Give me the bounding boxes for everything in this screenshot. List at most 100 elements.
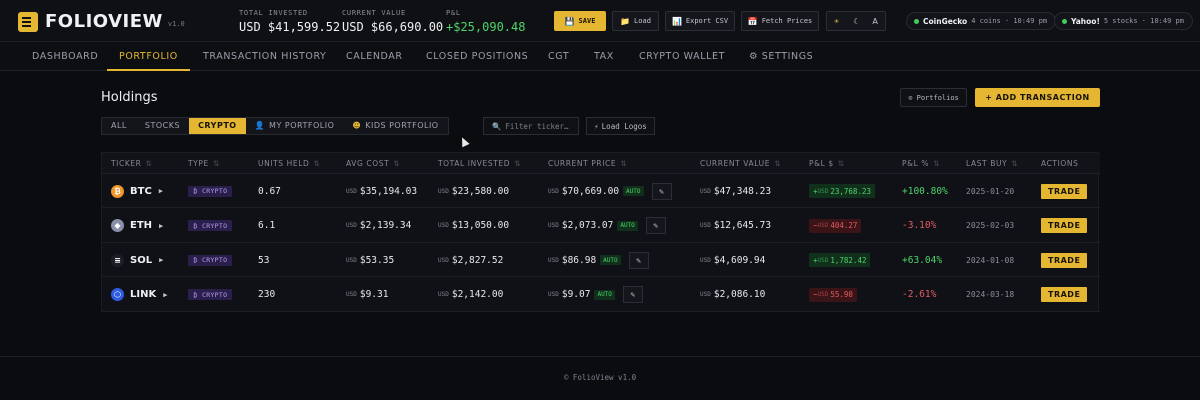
current-value: $2,086.10: [713, 289, 766, 300]
fetch-prices-button[interactable]: 📅 Fetch Prices: [741, 11, 819, 31]
load-logos-button[interactable]: ⚡ Load Logos: [586, 117, 655, 135]
ethereum-icon: ◆: [111, 219, 124, 232]
add-transaction-button[interactable]: + ADD TRANSACTION: [975, 88, 1100, 107]
units-held: 0.67: [258, 185, 281, 197]
export-csv-button[interactable]: 📊 Export CSV: [665, 11, 735, 31]
edit-price-button[interactable]: ✎: [622, 286, 643, 303]
column-header[interactable]: P&L % ⇅: [902, 159, 940, 168]
app-name: FOLIOVIEW: [45, 11, 163, 32]
folder-icon: 📁: [620, 16, 631, 26]
type-badge: ₿ CRYPTO: [188, 220, 233, 231]
pnl-amount-badge: + USD 1,782.42: [809, 253, 871, 267]
filter-stocks[interactable]: STOCKS: [144, 121, 181, 130]
column-header[interactable]: CURRENT VALUE ⇅: [700, 159, 781, 168]
expand-arrow-icon[interactable]: ▶: [159, 256, 164, 264]
sun-icon[interactable]: ☀: [834, 16, 839, 26]
last-buy-date: 2024-01-08: [966, 255, 1015, 265]
footer-divider: [0, 356, 1200, 357]
table-cell: USD $4,609.94: [700, 243, 765, 277]
tab-calendar[interactable]: CALENDAR: [346, 51, 403, 62]
column-header[interactable]: UNITS HELD ⇅: [258, 159, 321, 168]
moon-icon[interactable]: ☾: [853, 16, 859, 26]
currency-label: USD: [700, 291, 711, 298]
type-badge: ₿ CRYPTO: [188, 185, 233, 197]
total-invested-value: USD $41,599.52: [239, 20, 341, 34]
tab-settings[interactable]: ⚙ SETTINGS: [749, 51, 814, 62]
trade-button[interactable]: TRADE: [1041, 183, 1088, 199]
trade-button[interactable]: TRADE: [1041, 287, 1088, 302]
holdings-table: TICKER ⇅ TYPE ⇅ UNITS HELD ⇅ AVG COST ⇅ TOTA…: [101, 152, 1100, 312]
column-header[interactable]: P&L $ ⇅: [809, 159, 845, 168]
solana-icon: ≡: [111, 253, 124, 267]
table-cell: USD $2,142.00: [438, 278, 503, 312]
column-header[interactable]: TYPE ⇅: [188, 159, 220, 168]
fetch-label: Fetch Prices: [761, 17, 813, 25]
tab-dashboard[interactable]: DASHBOARD: [32, 51, 99, 62]
total-invested: $23,580.00: [451, 185, 510, 197]
load-button[interactable]: 📁 Load: [612, 11, 659, 31]
source-name: Yahoo!: [1071, 16, 1100, 26]
ticker-filter[interactable]: 🔍: [483, 117, 579, 135]
column-header[interactable]: TOTAL INVESTED ⇅: [438, 159, 522, 168]
expand-arrow-icon[interactable]: ▶: [159, 221, 164, 230]
column-header: ACTIONS: [1041, 159, 1079, 168]
table-cell: ⬡ LINK ▶: [111, 278, 167, 312]
edit-price-button[interactable]: ✎: [651, 182, 672, 200]
table-cell: ≡ SOL ▶: [111, 243, 163, 277]
type-badge: ₿ CRYPTO: [188, 254, 233, 266]
table-cell: USD $2,073.07 AUTO ✎: [548, 209, 666, 243]
tab-portfolio[interactable]: PORTFOLIO: [107, 42, 190, 71]
pnl-percent: +63.04%: [902, 254, 943, 266]
expand-arrow-icon[interactable]: ▶: [163, 290, 168, 299]
ticker-symbol: BTC: [130, 185, 152, 197]
pnl-value: +$25,090.48: [446, 20, 526, 34]
chart-icon: 📊: [671, 16, 682, 26]
expand-arrow-icon[interactable]: ▶: [158, 187, 164, 195]
table-cell: + USD 23,768.23: [809, 174, 875, 208]
edit-price-button[interactable]: ✎: [645, 217, 666, 234]
tab-closed-positions[interactable]: CLOSED POSITIONS: [426, 51, 529, 62]
pnl-percent: -2.61%: [902, 289, 937, 300]
total-invested-label: TOTAL INVESTED: [239, 9, 308, 17]
table-cell: USD $12,645.73: [700, 209, 771, 243]
filter-crypto[interactable]: CRYPTO: [189, 118, 246, 134]
column-header[interactable]: CURRENT PRICE ⇅: [548, 159, 628, 168]
ticker-filter-input[interactable]: [505, 121, 576, 131]
auto-theme-button[interactable]: A: [872, 16, 878, 26]
table-row[interactable]: ⬡ LINK ▶ ₿ CRYPTO 230 USD $9.31 USD $2,142.00 U…: [102, 278, 1100, 312]
current-value: $4,609.94: [713, 254, 766, 266]
filter-all[interactable]: ALL: [111, 121, 127, 130]
last-buy-date: 2025-01-20: [966, 186, 1015, 196]
current-price: $2,073.07: [561, 220, 614, 231]
filter-kids-portfolio[interactable]: ☻ KIDS PORTFOLIO: [343, 118, 447, 134]
tab-tax[interactable]: TAX: [594, 51, 614, 62]
page-title: Holdings: [101, 90, 158, 105]
footer: © FolioView v1.0: [563, 373, 637, 382]
trade-button[interactable]: TRADE: [1041, 252, 1088, 268]
yahoo-status: Yahoo! 5 stocks · 10:49 pm: [1054, 12, 1193, 30]
source-name: CoinGecko: [923, 16, 968, 26]
tab-cgt[interactable]: CGT: [548, 51, 570, 62]
edit-price-button[interactable]: ✎: [628, 251, 649, 269]
tab-crypto-wallet[interactable]: CRYPTO WALLET: [639, 51, 726, 62]
chainlink-icon: ⬡: [111, 288, 124, 301]
portfolios-button[interactable]: ⊙ Portfolios: [900, 88, 967, 107]
filter-my-portfolio[interactable]: 👤 MY PORTFOLIO: [246, 118, 344, 134]
save-button[interactable]: 💾 SAVE: [554, 11, 606, 31]
column-header[interactable]: TICKER ⇅: [111, 159, 153, 168]
table-row[interactable]: ◆ ETH ▶ ₿ CRYPTO 6.1 USD $2,139.34 USD $13,050…: [102, 209, 1100, 243]
save-label: SAVE: [578, 17, 596, 25]
column-header[interactable]: LAST BUY ⇅: [966, 159, 1019, 168]
table-cell: USD $2,827.52: [438, 243, 503, 277]
pnl-percent: +100.80%: [902, 185, 948, 197]
currency-label: USD: [438, 222, 449, 229]
app-logo[interactable]: FOLIOVIEW v1.0: [18, 11, 185, 32]
table-row[interactable]: ≡ SOL ▶ ₿ CRYPTO 53 USD $53.35 USD $2,827.52 US…: [102, 243, 1100, 277]
table-cell: USD $2,139.34: [346, 209, 411, 243]
column-header[interactable]: AVG COST ⇅: [346, 159, 401, 168]
table-row[interactable]: ₿ BTC ▶ ₿ CRYPTO 0.67 USD $35,194.03 USD $23,5…: [102, 174, 1100, 208]
trade-button[interactable]: TRADE: [1041, 218, 1088, 233]
units-held: 6.1: [258, 220, 276, 231]
total-invested: $2,827.52: [451, 254, 504, 266]
tab-transaction-history[interactable]: TRANSACTION HISTORY: [203, 51, 327, 62]
